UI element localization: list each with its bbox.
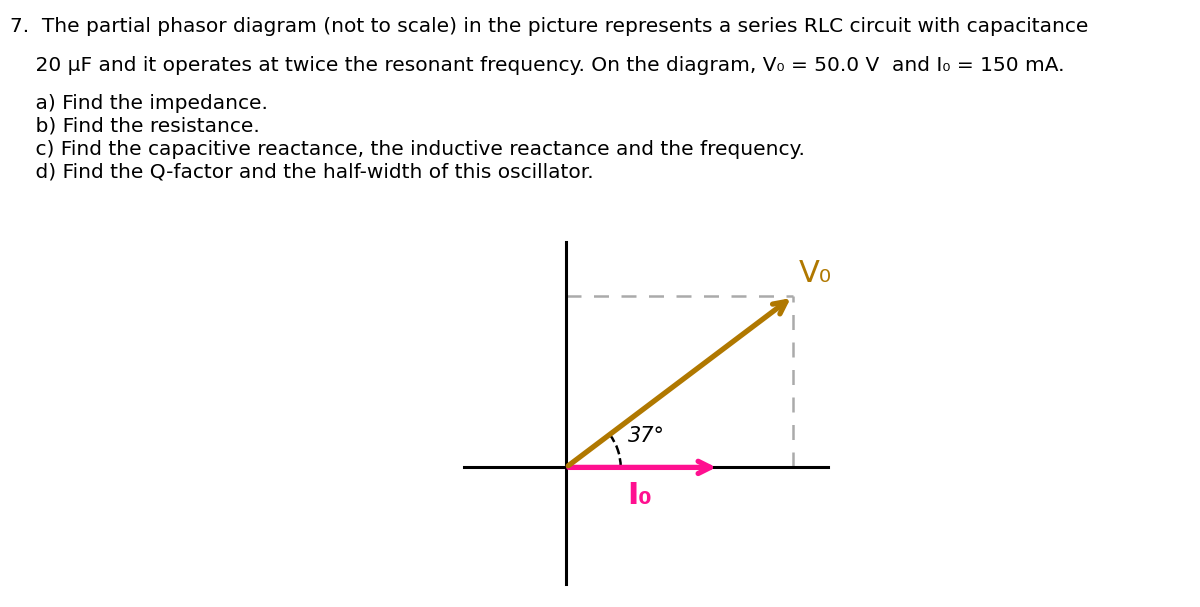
Text: d) Find the Q-factor and the half-width of this oscillator.: d) Find the Q-factor and the half-width … <box>10 163 594 182</box>
Text: b) Find the resistance.: b) Find the resistance. <box>10 117 259 136</box>
Text: 20 μF and it operates at twice the resonant frequency. On the diagram, V₀ = 50.0: 20 μF and it operates at twice the reson… <box>10 56 1064 75</box>
Text: a) Find the impedance.: a) Find the impedance. <box>10 94 268 113</box>
Text: 37°: 37° <box>628 426 665 446</box>
Text: c) Find the capacitive reactance, the inductive reactance and the frequency.: c) Find the capacitive reactance, the in… <box>10 140 805 159</box>
Text: I₀: I₀ <box>628 481 652 510</box>
Text: V₀: V₀ <box>798 259 832 288</box>
Text: 7.  The partial phasor diagram (not to scale) in the picture represents a series: 7. The partial phasor diagram (not to sc… <box>10 17 1088 36</box>
